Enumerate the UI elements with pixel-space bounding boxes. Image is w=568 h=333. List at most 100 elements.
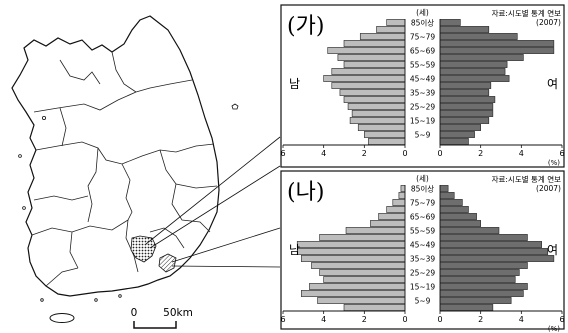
male-bar <box>323 75 406 82</box>
female-bar <box>439 269 520 276</box>
female-bar <box>439 248 549 255</box>
male-bar <box>345 227 406 234</box>
age-tick-label: 15~19 <box>410 282 436 291</box>
male-bar <box>357 124 406 131</box>
x-tick-label-female: 4 <box>519 315 524 324</box>
male-bar <box>378 213 406 220</box>
male-bar <box>376 26 406 33</box>
male-bar <box>319 234 406 241</box>
female-bar <box>439 213 477 220</box>
x-tick-label-male: 4 <box>321 315 326 324</box>
age-tick-label: 35~39 <box>410 254 436 263</box>
age-tick-label: 65~69 <box>410 212 436 221</box>
female-bar <box>439 255 555 262</box>
male-bar <box>331 68 406 75</box>
island-dot <box>94 298 98 302</box>
male-bar <box>311 262 406 269</box>
male-bar <box>343 61 406 68</box>
x-tick-label-female: 0 <box>437 315 442 324</box>
female-bar <box>439 19 461 26</box>
x-tick-label-female: 2 <box>478 149 483 158</box>
female-label: 여 <box>547 77 558 91</box>
female-bar <box>439 138 469 145</box>
scale-line <box>133 321 177 329</box>
island-dot <box>18 154 22 158</box>
female-bar <box>439 262 528 269</box>
female-bar <box>439 40 555 47</box>
female-bar <box>439 206 469 213</box>
male-bar <box>309 283 406 290</box>
female-bar <box>439 54 524 61</box>
x-tick-label-male: 0 <box>402 149 407 158</box>
ulleung-island <box>231 103 239 110</box>
region-na-hatched <box>158 253 177 273</box>
x-tick-label-male: 2 <box>362 315 367 324</box>
male-bar <box>343 304 406 311</box>
age-tick-label: 25~29 <box>410 102 436 111</box>
female-bar <box>439 61 508 68</box>
age-tick-label: 75~79 <box>410 32 436 41</box>
male-bar <box>319 269 406 276</box>
female-bar <box>439 227 500 234</box>
male-bar <box>337 54 406 61</box>
male-label: 남 <box>289 77 300 91</box>
scale-zero-label: 0 <box>131 307 138 319</box>
female-bar <box>439 117 490 124</box>
pyramid-panel-na: (나) (세) 자료:시도별 통계 연보(2007) 5~9 15~19 25~29 35~… <box>280 170 565 333</box>
female-bar <box>439 185 449 192</box>
male-bar <box>339 89 406 96</box>
x-tick-label-female: 4 <box>519 149 524 158</box>
age-tick-label: 85이상 <box>411 17 434 27</box>
percent-unit-label: (%) <box>548 159 560 167</box>
age-tick-label: 55~59 <box>410 60 436 69</box>
x-tick-label-male: 4 <box>321 149 326 158</box>
female-bar <box>439 290 524 297</box>
male-bar <box>398 192 406 199</box>
female-bar <box>439 47 555 54</box>
leader-line-na <box>171 265 281 268</box>
age-tick-label: 55~59 <box>410 226 436 235</box>
male-bar <box>368 138 406 145</box>
mainland-outline <box>11 15 220 297</box>
x-tick-label-male: 2 <box>362 149 367 158</box>
age-unit-label: (세) <box>416 174 429 183</box>
leader-line-ga <box>149 165 281 249</box>
island-dot <box>42 116 47 121</box>
male-bar <box>370 220 406 227</box>
percent-unit-label: (%) <box>548 325 560 333</box>
male-bar <box>300 255 406 262</box>
female-bar <box>439 220 481 227</box>
x-tick-label-female: 6 <box>559 149 564 158</box>
female-bar <box>439 234 528 241</box>
age-tick-label: 85이상 <box>411 183 434 193</box>
female-bar <box>439 82 492 89</box>
female-bar <box>439 68 506 75</box>
male-bar <box>347 103 406 110</box>
age-tick-label: 65~69 <box>410 46 436 55</box>
female-bar <box>439 103 494 110</box>
male-bar <box>386 19 406 26</box>
male-label: 남 <box>289 243 300 257</box>
age-tick-label: 45~49 <box>410 240 436 249</box>
source-note: 자료:시도별 통계 연보 <box>492 174 561 184</box>
male-bar <box>296 241 406 248</box>
female-bar <box>439 241 542 248</box>
leader-line-ga <box>145 136 281 245</box>
male-bar <box>386 206 406 213</box>
region-ga-dotted <box>130 235 157 263</box>
female-bar <box>439 297 512 304</box>
jeju-island <box>49 313 75 323</box>
female-bar <box>439 276 516 283</box>
age-tick-label: 25~29 <box>410 268 436 277</box>
panel-frame <box>280 4 565 168</box>
female-bar <box>439 124 481 131</box>
female-bar <box>439 26 490 33</box>
island-dot <box>118 294 122 298</box>
island-dot <box>40 298 44 302</box>
x-tick-label-female: 0 <box>437 149 442 158</box>
female-bar <box>439 33 518 40</box>
female-bar <box>439 283 528 290</box>
male-bar <box>400 185 406 192</box>
female-bar <box>439 110 494 117</box>
x-tick-label-male: 6 <box>280 149 285 158</box>
